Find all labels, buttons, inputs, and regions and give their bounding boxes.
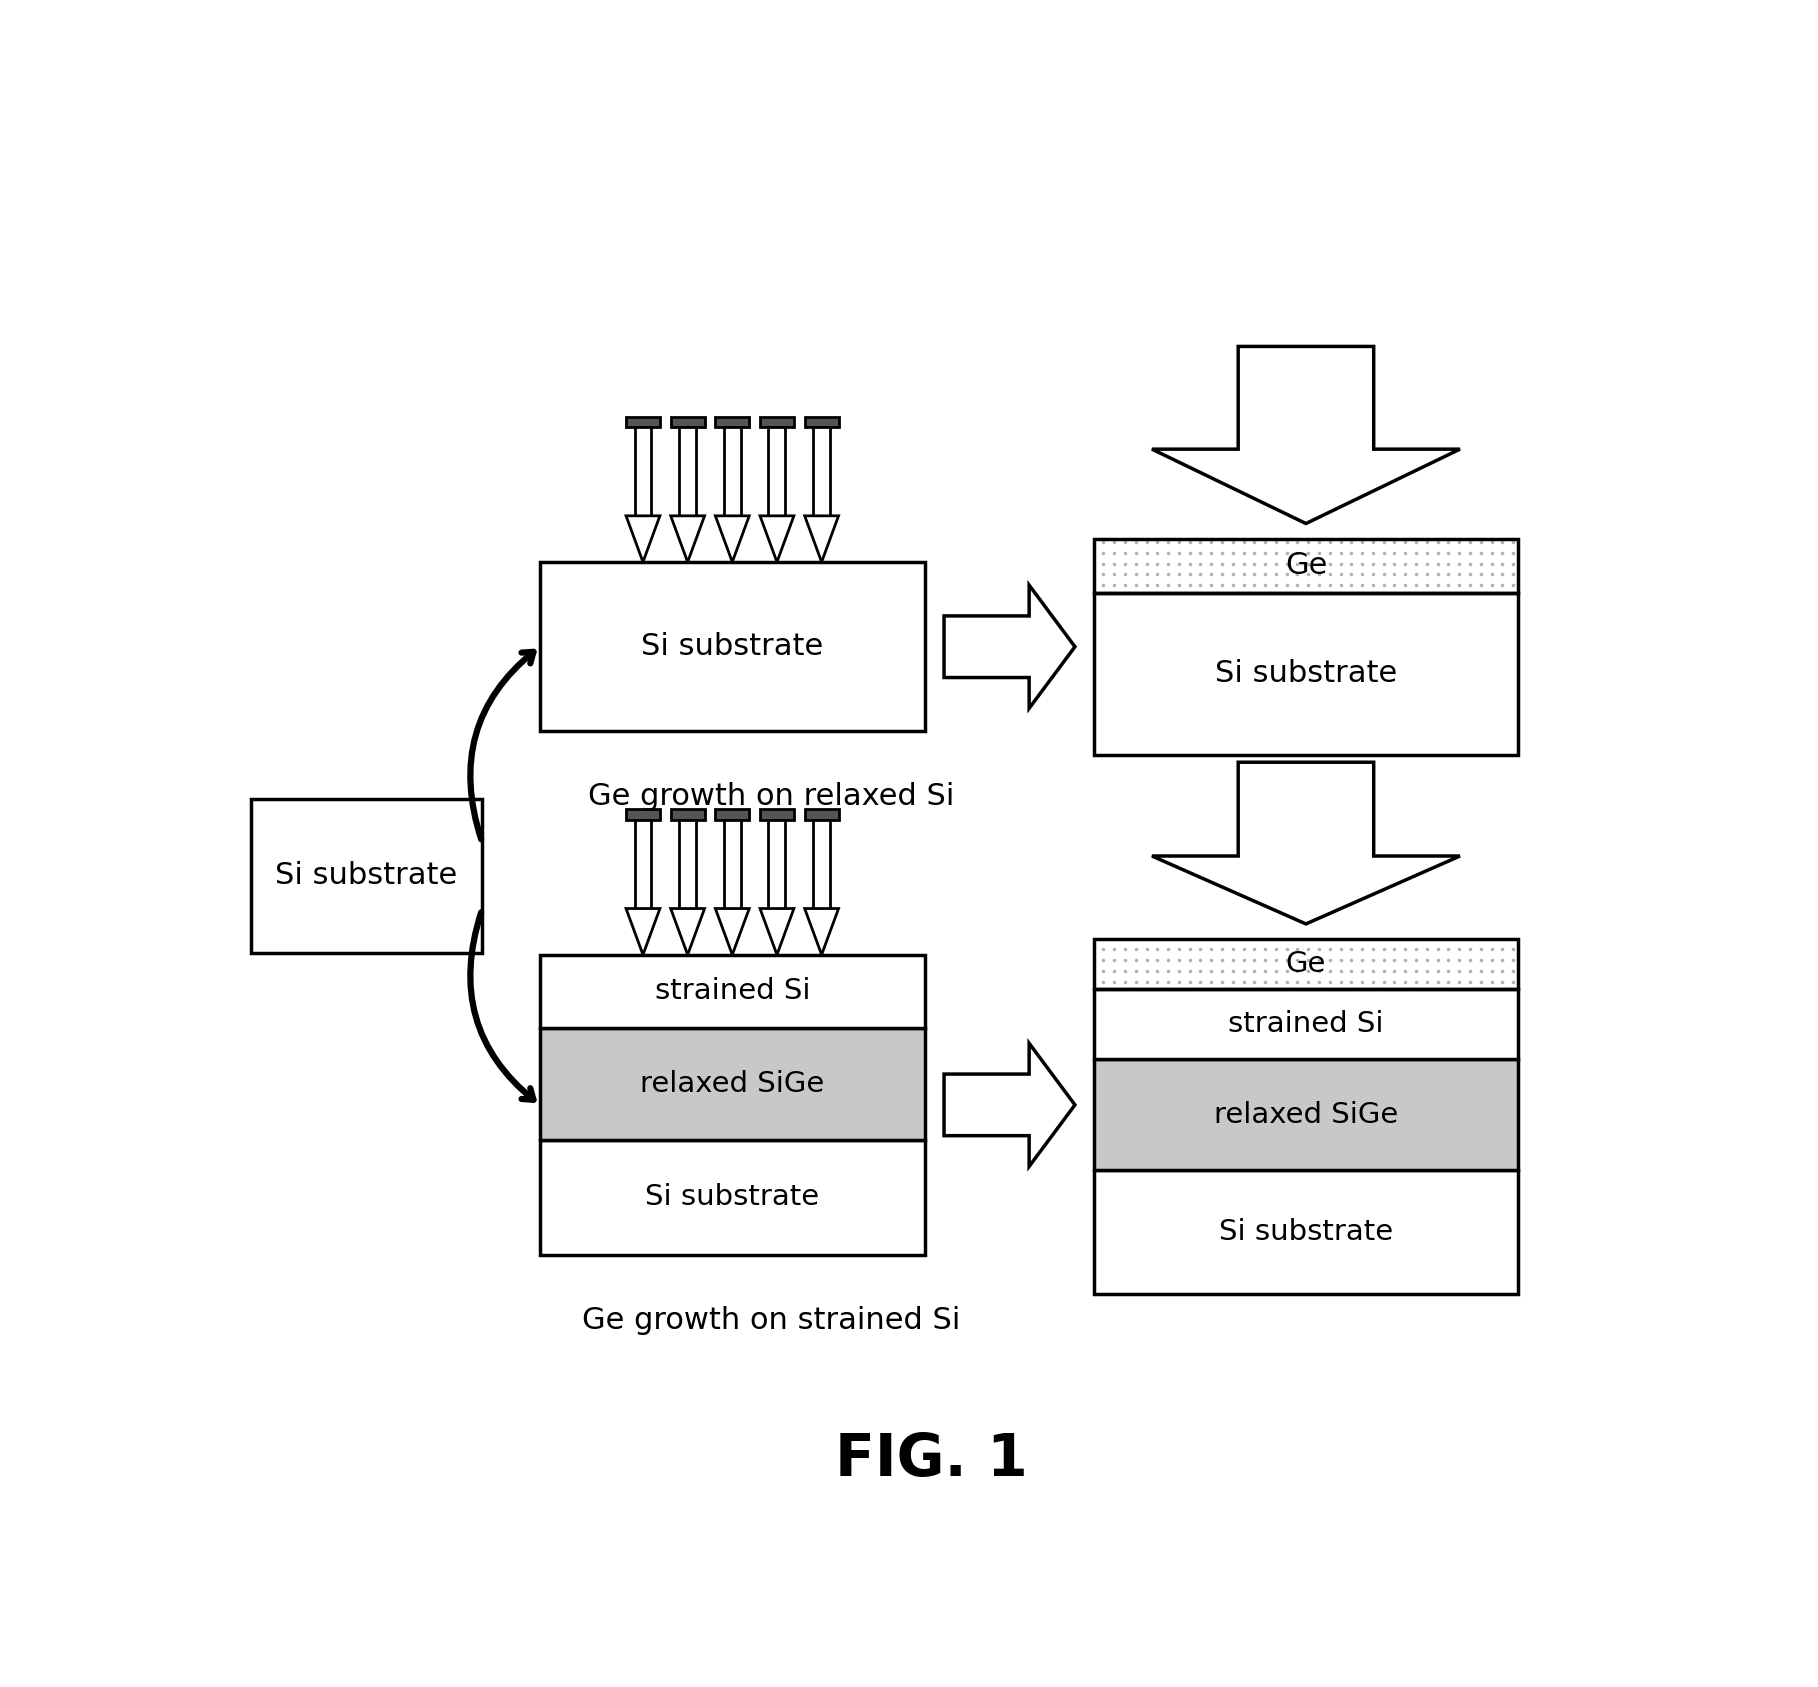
Polygon shape xyxy=(1153,763,1460,924)
Text: relaxed SiGe: relaxed SiGe xyxy=(1214,1100,1398,1129)
FancyArrowPatch shape xyxy=(471,913,533,1100)
Bar xyxy=(1094,1171,1518,1294)
Polygon shape xyxy=(944,1043,1074,1166)
Bar xyxy=(813,427,831,516)
Bar xyxy=(805,810,838,820)
Text: Si substrate: Si substrate xyxy=(1218,1218,1393,1247)
Polygon shape xyxy=(944,585,1074,709)
Bar xyxy=(769,820,785,909)
Text: strained Si: strained Si xyxy=(1229,1011,1383,1038)
Polygon shape xyxy=(625,909,660,955)
Bar xyxy=(680,427,696,516)
Polygon shape xyxy=(625,516,660,562)
Bar xyxy=(625,810,660,820)
Text: Ge: Ge xyxy=(1285,552,1327,580)
Bar xyxy=(634,427,651,516)
Polygon shape xyxy=(1153,346,1460,523)
Bar xyxy=(724,427,740,516)
Polygon shape xyxy=(671,909,705,955)
Bar xyxy=(1094,538,1518,592)
Bar xyxy=(634,820,651,909)
Bar xyxy=(813,820,831,909)
Text: Ge growth on relaxed Si: Ge growth on relaxed Si xyxy=(587,783,954,811)
Polygon shape xyxy=(714,909,749,955)
Bar xyxy=(540,955,925,1027)
Bar xyxy=(805,417,838,427)
Text: strained Si: strained Si xyxy=(654,977,811,1005)
Bar xyxy=(760,417,794,427)
Polygon shape xyxy=(805,909,838,955)
Bar xyxy=(671,810,705,820)
Text: Si substrate: Si substrate xyxy=(645,1183,820,1211)
Bar xyxy=(760,810,794,820)
Bar xyxy=(769,427,785,516)
Bar xyxy=(540,562,925,732)
Bar xyxy=(1094,592,1518,754)
Polygon shape xyxy=(671,516,705,562)
Text: Si substrate: Si substrate xyxy=(642,633,824,661)
Text: Ge: Ge xyxy=(1285,950,1325,978)
FancyArrowPatch shape xyxy=(471,651,533,840)
Text: relaxed SiGe: relaxed SiGe xyxy=(640,1070,824,1098)
Text: Si substrate: Si substrate xyxy=(275,862,458,891)
Bar xyxy=(540,1139,925,1255)
Bar xyxy=(714,417,749,427)
Bar xyxy=(1094,1059,1518,1171)
Bar xyxy=(625,417,660,427)
Bar xyxy=(671,417,705,427)
Bar xyxy=(724,820,740,909)
Text: FIG. 1: FIG. 1 xyxy=(834,1431,1029,1488)
Polygon shape xyxy=(760,909,794,955)
Text: Si substrate: Si substrate xyxy=(1214,660,1396,688)
Text: Ge growth on strained Si: Ge growth on strained Si xyxy=(582,1306,960,1334)
Bar xyxy=(680,820,696,909)
Polygon shape xyxy=(805,516,838,562)
Bar xyxy=(1094,989,1518,1059)
Bar xyxy=(251,800,482,953)
Bar xyxy=(540,1027,925,1139)
Polygon shape xyxy=(760,516,794,562)
Polygon shape xyxy=(714,516,749,562)
Bar xyxy=(1094,940,1518,989)
Bar xyxy=(714,810,749,820)
